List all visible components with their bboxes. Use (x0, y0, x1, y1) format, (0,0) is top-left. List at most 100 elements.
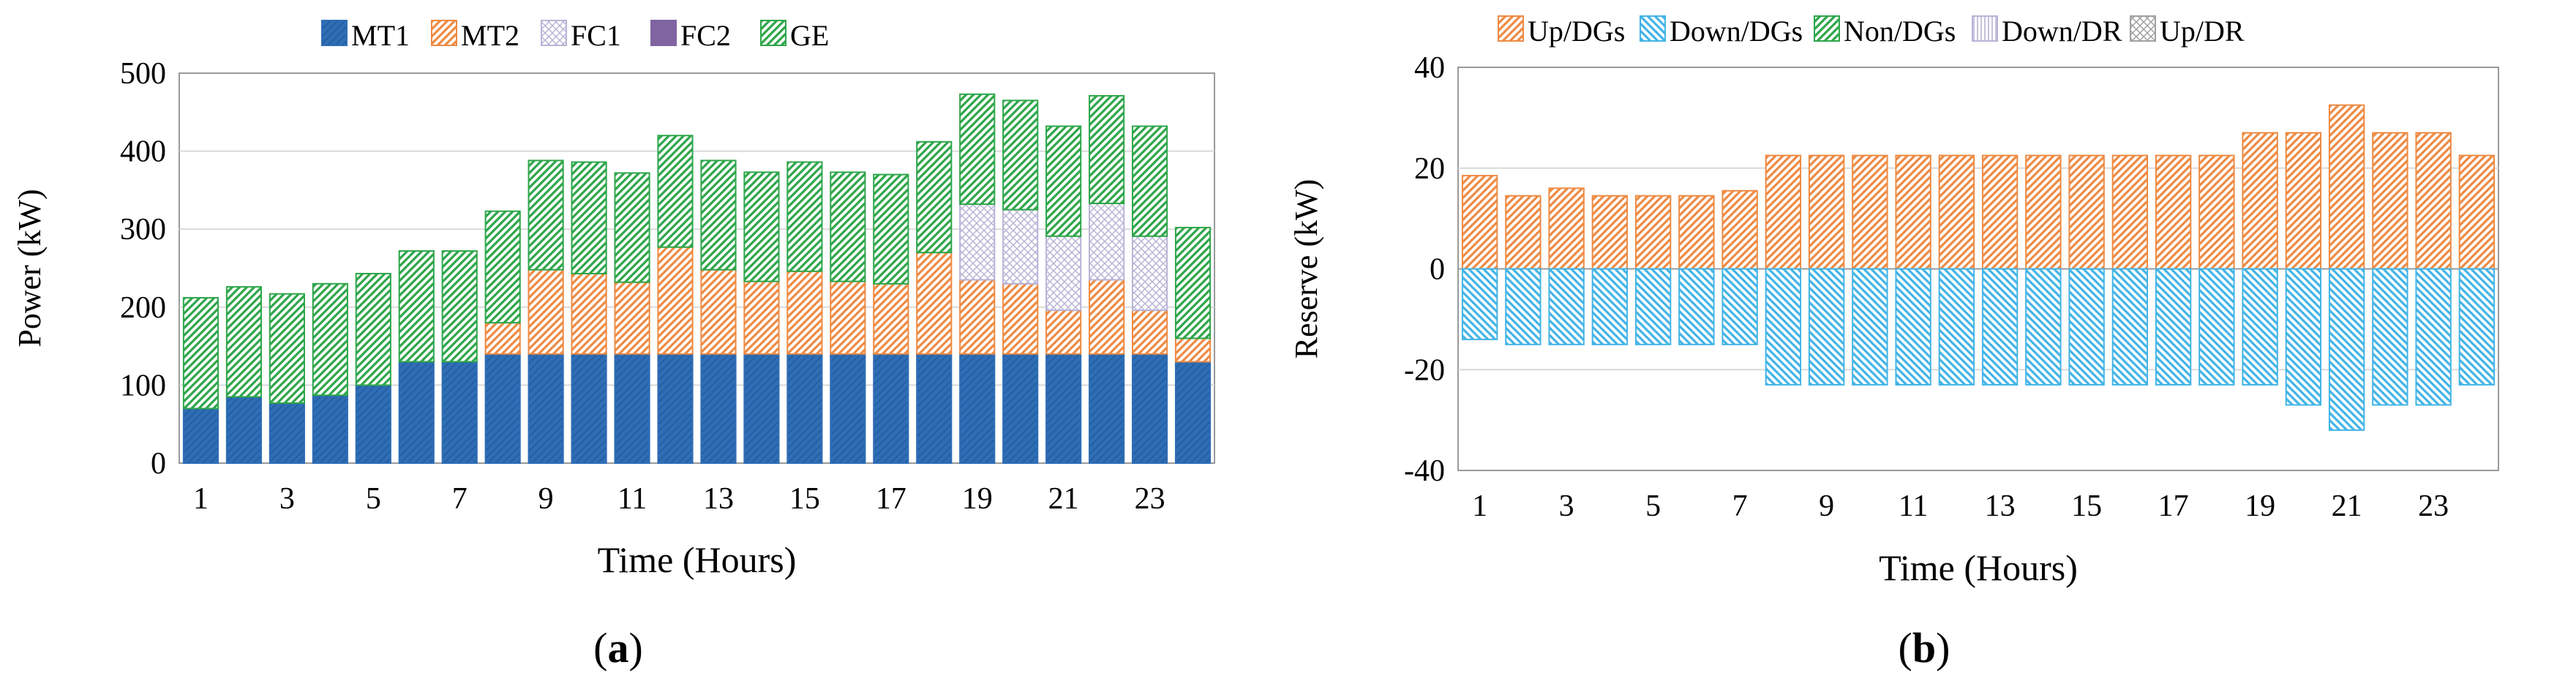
legend-swatch (1814, 15, 1840, 42)
bar-mt1-hour-4 (312, 394, 348, 464)
bar-mt2-hour-23 (1131, 309, 1168, 355)
x-tick-label: 17 (2158, 489, 2189, 523)
bar-up-dgs-hour-15 (2068, 154, 2105, 270)
bar-mt1-hour-22 (1089, 353, 1125, 465)
x-tick-label: 13 (1985, 489, 2016, 523)
legend-label: Up/DGs (1528, 15, 1625, 48)
bar-up-dgs-hour-20 (2285, 132, 2322, 270)
x-tick-label: 11 (617, 482, 647, 516)
bar-up-dgs-hour-1 (1461, 175, 1498, 270)
bar-down-dgs-hour-22 (2372, 268, 2408, 406)
plot-area-a (179, 72, 1215, 464)
bar-ge-hour-15 (786, 161, 823, 272)
panel-label-a-letter: a (608, 624, 629, 672)
bars-b (1461, 104, 2496, 431)
legend-item-mt2[interactable]: MT2 (431, 19, 519, 52)
bar-up-dgs-hour-17 (2155, 154, 2192, 270)
x-ticks-a: 1 3 5 7 9 11 13 15 17 19 21 23 (193, 482, 1165, 516)
bar-mt1-hour-16 (830, 353, 866, 465)
bar-down-dgs-hour-9 (1808, 268, 1845, 386)
legend-swatch (1640, 15, 1666, 42)
bar-up-dgs-hour-2 (1505, 195, 1542, 270)
legend-item-down-dr[interactable]: Down/DR (1972, 15, 2122, 48)
bar-mt1-hour-7 (441, 361, 478, 465)
bar-fc1-hour-23 (1131, 235, 1168, 312)
legend-label: Down/DGs (1670, 15, 1803, 48)
bar-down-dgs-hour-6 (1678, 268, 1715, 345)
bar-mt2-hour-12 (657, 246, 694, 355)
bar-up-dgs-hour-7 (1721, 189, 1758, 270)
bar-up-dgs-hour-9 (1808, 154, 1845, 270)
legend-item-fc2[interactable]: FC2 (650, 19, 731, 52)
x-tick-label: 15 (789, 482, 820, 516)
bar-mt1-hour-1 (182, 408, 219, 465)
x-tick-label: 15 (2071, 489, 2102, 523)
bar-ge-hour-9 (527, 159, 564, 271)
bar-up-dgs-hour-13 (1981, 154, 2019, 270)
bar-up-dgs-hour-8 (1765, 154, 1802, 270)
bar-ge-hour-13 (700, 159, 737, 271)
bar-mt1-hour-3 (269, 402, 305, 465)
x-ticks-b: 1 3 5 7 9 11 13 15 17 19 21 23 (1472, 489, 2449, 523)
bar-mt2-hour-16 (830, 280, 866, 355)
bar-ge-hour-21 (1045, 125, 1082, 237)
panel-label-a-close: ) (629, 624, 643, 672)
bar-mt2-hour-14 (743, 280, 780, 355)
bar-down-dgs-hour-19 (2242, 268, 2278, 386)
x-tick-label: 7 (452, 482, 467, 516)
legend-swatch (2130, 15, 2156, 42)
legend-swatch (760, 20, 786, 46)
bar-mt1-hour-15 (786, 353, 823, 465)
legend-item-up-dr[interactable]: Up/DR (2130, 15, 2245, 48)
legend-item-mt1[interactable]: MT1 (321, 19, 410, 52)
gridlines-a (179, 150, 1214, 386)
y-tick-label: 40 (1414, 51, 1445, 85)
panel-label-b-open: ( (1899, 624, 1912, 672)
bar-up-dgs-hour-19 (2242, 132, 2278, 270)
bar-ge-hour-24 (1174, 227, 1212, 339)
legend-item-non-dgs[interactable]: Non/DGs (1814, 15, 1956, 48)
y-tick-label: -40 (1404, 454, 1445, 488)
bar-ge-hour-23 (1131, 125, 1168, 237)
legend-item-fc1[interactable]: FC1 (541, 19, 621, 52)
legend-label: FC1 (571, 19, 621, 52)
bar-mt1-hour-17 (873, 353, 909, 465)
y-tick-label: 20 (1414, 152, 1445, 186)
legend-item-down-dgs[interactable]: Down/DGs (1640, 15, 1803, 48)
bar-down-dgs-hour-5 (1634, 268, 1672, 345)
legend-label: Down/DR (2002, 15, 2122, 48)
bar-down-dgs-hour-14 (2025, 268, 2062, 386)
bar-down-dgs-hour-13 (1981, 268, 2019, 386)
bar-mt2-hour-15 (786, 270, 823, 355)
bar-mt1-hour-14 (743, 353, 780, 465)
bar-mt1-hour-10 (571, 353, 607, 465)
bar-up-dgs-hour-5 (1634, 195, 1672, 270)
bar-mt1-hour-23 (1131, 353, 1168, 465)
bar-down-dgs-hour-12 (1938, 268, 1975, 386)
legend-item-up-dgs[interactable]: Up/DGs (1498, 15, 1625, 48)
legend-swatch (321, 20, 348, 46)
bar-ge-hour-19 (959, 93, 996, 206)
bar-up-dgs-hour-11 (1895, 154, 1931, 270)
x-tick-label: 19 (2245, 489, 2275, 523)
bar-mt1-hour-6 (398, 361, 435, 465)
legend-a[interactable]: MT1 MT2 FC1 FC2 GE (321, 19, 829, 52)
bar-mt2-hour-11 (614, 281, 650, 355)
x-tick-label: 23 (1135, 482, 1165, 516)
bar-mt1-hour-20 (1002, 353, 1039, 465)
legend-swatch (650, 20, 677, 46)
legend-b[interactable]: Up/DGs Down/DGs Non/DGs Down/DR Up/DR (1498, 15, 2245, 48)
bar-down-dgs-hour-4 (1591, 268, 1629, 345)
y-ticks-a: 0 100 200 300 400 500 (120, 57, 166, 481)
legend-item-ge[interactable]: GE (760, 19, 829, 52)
bar-down-dgs-hour-10 (1852, 268, 1888, 386)
x-axis-label-a: Time (Hours) (598, 539, 797, 580)
y-tick-label: 300 (120, 213, 166, 247)
bar-mt2-hour-19 (959, 279, 996, 355)
bar-up-dgs-hour-18 (2198, 154, 2235, 270)
bar-ge-hour-1 (182, 297, 219, 410)
bar-down-dgs-hour-2 (1505, 268, 1542, 345)
